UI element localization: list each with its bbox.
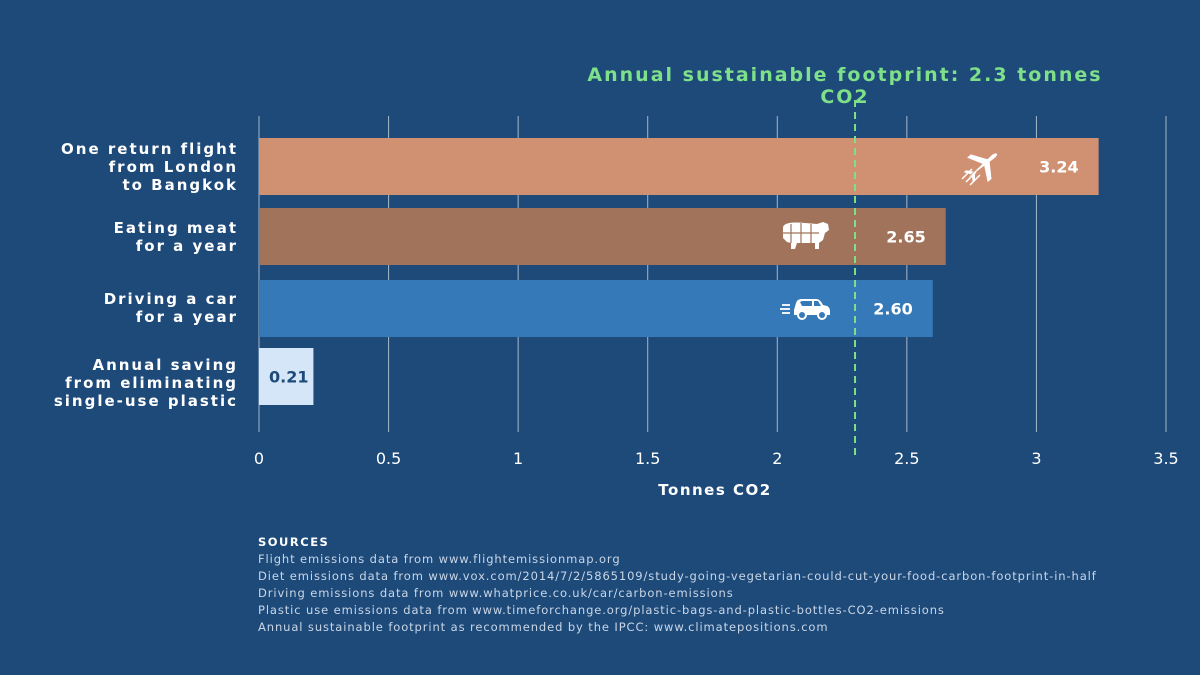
data-label: 0.21 (269, 368, 308, 387)
source-line-plastic: Plastic use emissions data from www.time… (258, 603, 945, 617)
x-tick-label: 3.5 (1153, 449, 1178, 468)
bar (259, 280, 933, 337)
airplane-icon (961, 153, 998, 186)
bar (259, 348, 314, 405)
category-label-flight: One return flight from London to Bangkok (61, 140, 238, 194)
source-line-flight: Flight emissions data from www.flightemi… (258, 552, 621, 566)
x-tick-label: 2.5 (894, 449, 919, 468)
x-tick-label: 0 (254, 449, 264, 468)
x-axis-title: Tonnes CO2 (658, 481, 772, 499)
data-label: 2.65 (886, 228, 925, 247)
x-tick-label: 0.5 (376, 449, 401, 468)
category-label-car: Driving a car for a year (103, 290, 238, 326)
car-icon (780, 299, 830, 320)
category-label-meat: Eating meat for a year (113, 219, 238, 255)
category-label-plastic: Annual saving from eliminating single-us… (53, 356, 238, 410)
bar (259, 208, 946, 265)
data-label: 3.24 (1039, 158, 1078, 177)
x-tick-label: 3 (1031, 449, 1041, 468)
source-line-driving: Driving emissions data from www.whatpric… (258, 586, 734, 600)
data-label: 2.60 (873, 300, 912, 319)
bar (259, 138, 1099, 195)
cow-icon (783, 222, 829, 249)
sources-heading: SOURCES (258, 535, 330, 549)
sources-block: SOURCES Flight emissions data from www.f… (258, 534, 1097, 636)
x-tick-label: 2 (772, 449, 782, 468)
source-line-diet: Diet emissions data from www.vox.com/201… (258, 569, 1097, 583)
source-line-ipcc: Annual sustainable footprint as recommen… (258, 620, 829, 634)
x-tick-label: 1 (513, 449, 523, 468)
x-tick-label: 1.5 (635, 449, 660, 468)
